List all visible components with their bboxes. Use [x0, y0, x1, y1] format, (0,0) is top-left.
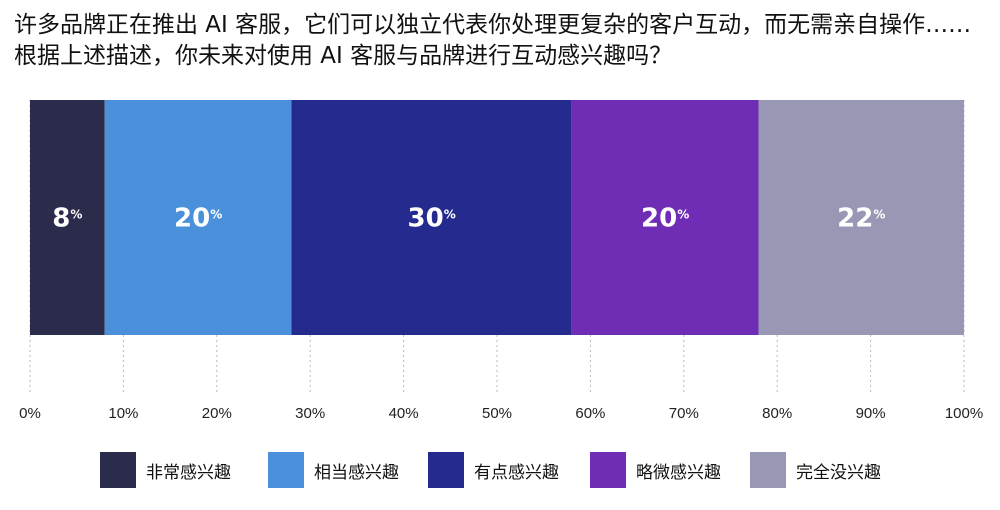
- legend-swatch: [428, 452, 464, 488]
- bar-segment: [758, 100, 964, 335]
- legend-swatch: [750, 452, 786, 488]
- stacked-bar-chart: 8% 20% 30% 20% 22% 0% 10% 20% 30% 40% 50% 60% 70% 80…: [19, 100, 983, 422]
- bar-value-label: 8%: [52, 204, 82, 234]
- x-tick-label: 50%: [482, 405, 512, 422]
- legend-label: 非常感兴趣: [146, 462, 231, 483]
- legend-item: 略微感兴趣: [590, 452, 721, 488]
- bar-value-label: 22%: [837, 204, 885, 234]
- legend-swatch: [100, 452, 136, 488]
- legend-label: 略微感兴趣: [636, 462, 721, 483]
- gridlines: [29, 100, 965, 395]
- bar-value-label: 20%: [174, 204, 222, 234]
- legend-item: 非常感兴趣: [100, 452, 231, 488]
- legend-label: 完全没兴趣: [796, 462, 881, 483]
- x-tick-label: 40%: [389, 405, 419, 422]
- bar-segment: [291, 100, 572, 335]
- bar-value-label: 20%: [641, 204, 689, 234]
- x-tick-label: 0%: [19, 405, 41, 422]
- legend-item: 相当感兴趣: [268, 452, 399, 488]
- legend-label: 有点感兴趣: [474, 462, 559, 483]
- bar-segment: [104, 100, 292, 335]
- x-tick-label: 60%: [575, 405, 605, 422]
- legend-item: 有点感兴趣: [428, 452, 559, 488]
- chart-title: 许多品牌正在推出 AI 客服，它们可以独立代表你处理更复杂的客户互动，而无需亲自…: [14, 12, 972, 69]
- x-tick-label: 30%: [295, 405, 325, 422]
- x-tick-label: 70%: [669, 405, 699, 422]
- legend: 非常感兴趣 相当感兴趣 有点感兴趣 略微感兴趣 完全没兴趣: [0, 452, 1000, 488]
- bar-segment: [571, 100, 759, 335]
- legend-item: 完全没兴趣: [750, 452, 881, 488]
- x-tick-label: 10%: [108, 405, 138, 422]
- legend-swatch: [590, 452, 626, 488]
- legend-label: 相当感兴趣: [314, 462, 399, 483]
- x-tick-label: 80%: [762, 405, 792, 422]
- bar-value-labels: 8% 20% 30% 20% 22%: [52, 204, 885, 234]
- bar-value-label: 30%: [408, 204, 456, 234]
- x-tick-label: 90%: [856, 405, 886, 422]
- x-tick-label: 20%: [202, 405, 232, 422]
- x-axis-tick-labels: 0% 10% 20% 30% 40% 50% 60% 70% 80% 90% 100%: [19, 405, 983, 422]
- x-tick-label: 100%: [945, 405, 983, 422]
- bar-segments: [30, 100, 964, 335]
- bar-segment: [30, 100, 105, 335]
- legend-swatch: [268, 452, 304, 488]
